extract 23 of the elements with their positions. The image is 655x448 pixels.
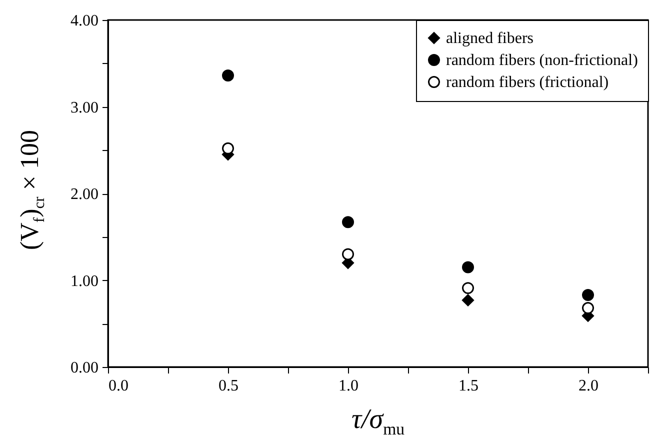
y-tick-label: 1.00 (70, 272, 98, 290)
x-axis-title: τ/σ$_{mu}$ (350, 404, 406, 440)
x-tick-label: 0.0 (108, 378, 128, 394)
x-tick-label: 1.5 (458, 378, 478, 394)
point (342, 216, 354, 228)
legend-label: random fibers (frictional) (446, 74, 609, 91)
point (582, 302, 594, 314)
legend-label: aligned fibers (446, 30, 534, 47)
point (342, 248, 354, 260)
x-tick-label: 1.0 (338, 378, 358, 394)
y-tick-label: 0.00 (70, 360, 98, 376)
y-tick-label: 2.00 (70, 186, 98, 203)
y-tick-label: 3.00 (70, 99, 98, 116)
point (582, 289, 594, 301)
x-tick-label: 2.0 (578, 378, 598, 394)
legend-label: random fibers (non-frictional) (446, 52, 638, 69)
y-tick-label: 4.00 (70, 12, 98, 30)
point (222, 142, 234, 154)
x-tick-label: 0.5 (218, 378, 238, 394)
point (462, 294, 474, 306)
point (222, 70, 234, 82)
point (462, 261, 474, 274)
point (462, 282, 474, 294)
